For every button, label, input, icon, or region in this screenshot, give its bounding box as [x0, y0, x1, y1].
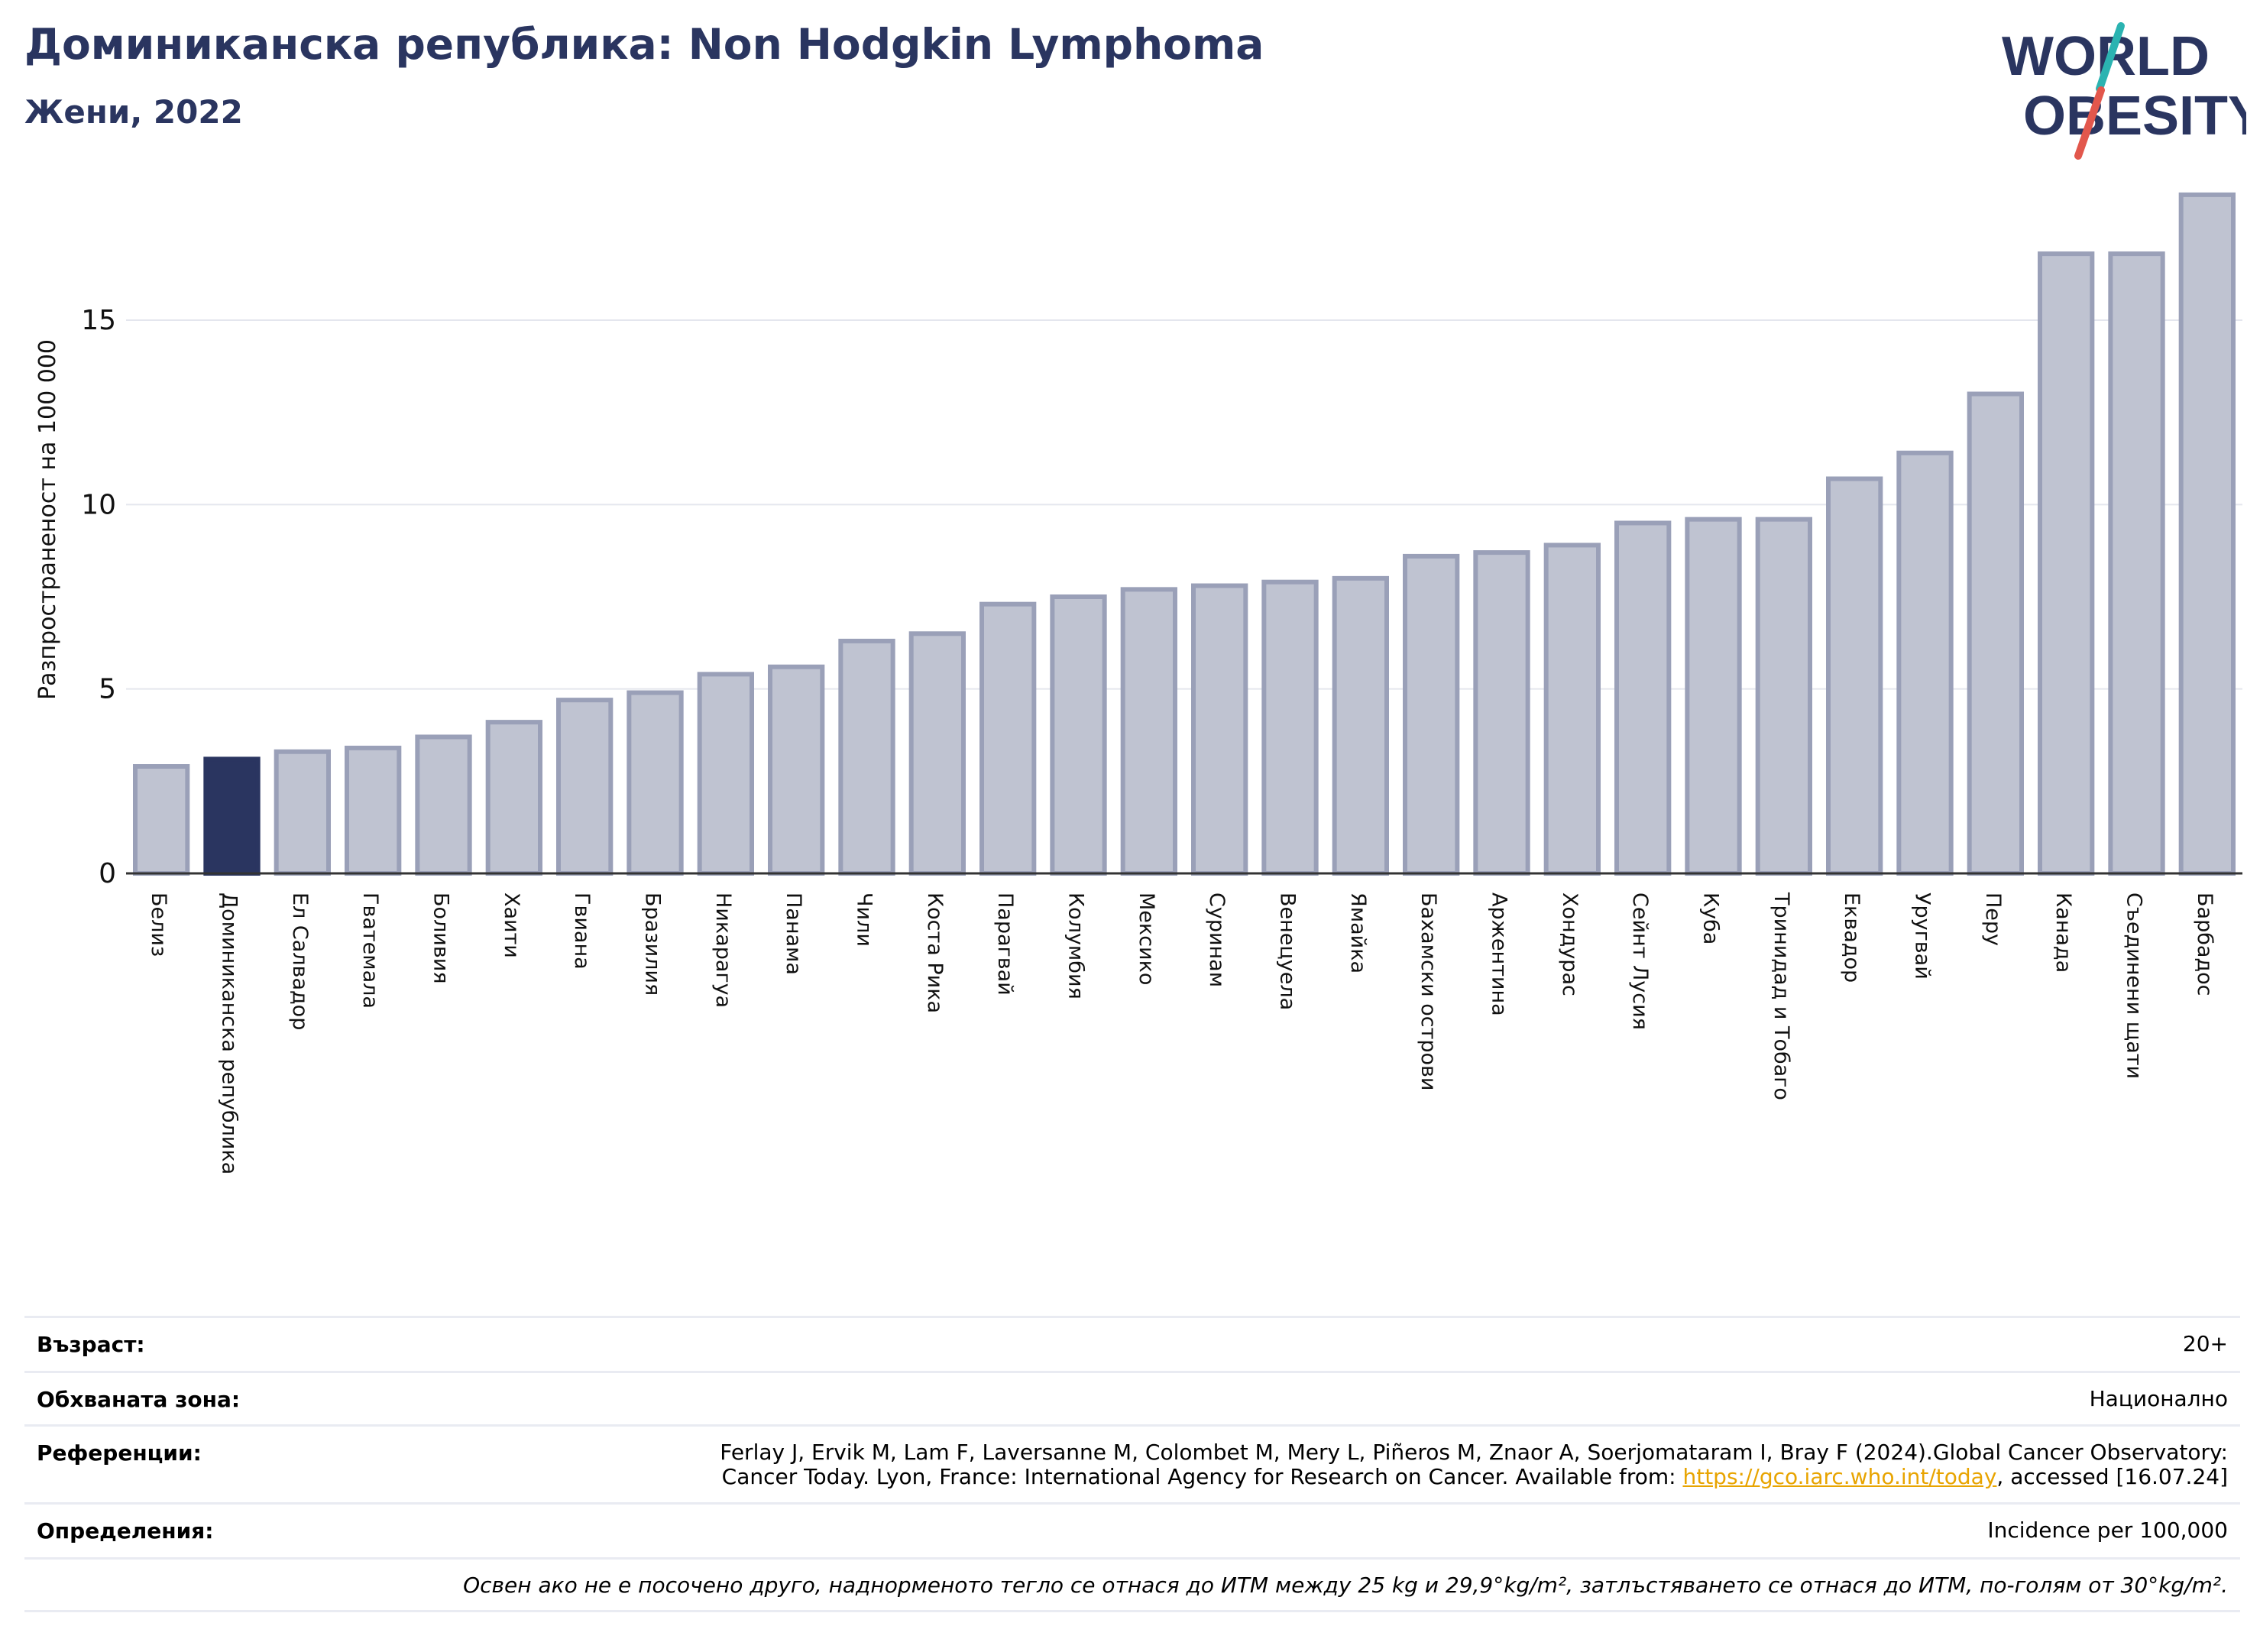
bar: [2038, 251, 2095, 876]
bar: [203, 756, 261, 876]
x-tick-label: Куба: [1699, 892, 1723, 944]
bar: [2108, 251, 2165, 876]
references-line-2-pre: Cancer Today. Lyon, France: Internationa…: [721, 1464, 1683, 1489]
x-tick-label: Гвиана: [570, 892, 594, 970]
y-tick-label: 5: [99, 674, 116, 705]
bar: [1896, 450, 1954, 876]
bar: [556, 698, 614, 876]
x-tick-label: Белиз: [147, 892, 170, 957]
bar: [1403, 553, 1460, 876]
info-row-area: Обхваната зона: Национално: [24, 1371, 2240, 1424]
bar: [627, 690, 684, 876]
x-tick-label: Хондурас: [1558, 892, 1582, 996]
definitions-label: Определения:: [37, 1518, 214, 1543]
bar: [908, 631, 966, 876]
age-value: 20+: [2182, 1331, 2228, 1356]
bar: [1543, 543, 1601, 876]
bar: [2178, 192, 2236, 876]
bar-chart: 0 5 10 15 Белиз Доминиканска република Ел Сал…: [34, 192, 2242, 1174]
x-tick-label: Съединени щати: [2122, 892, 2146, 1079]
x-tick-label: Ямайка: [1346, 892, 1370, 973]
references-line-1: Ferlay J, Ervik M, Lam F, Laversanne M, …: [720, 1440, 2228, 1465]
bar: [1755, 517, 1812, 876]
bar: [485, 720, 542, 876]
x-tick-label: Гватемала: [358, 892, 382, 1009]
x-tick-label: Барбадос: [2193, 892, 2216, 996]
y-axis-label: Разпространеност на 100 000: [34, 339, 61, 700]
y-tick-label: 10: [81, 489, 116, 520]
references-value: Ferlay J, Ervik M, Lam F, Laversanne M, …: [720, 1440, 2228, 1489]
bar: [133, 764, 190, 876]
x-tick-label: Чили: [853, 892, 876, 947]
bar: [274, 749, 331, 876]
info-row-age: Възраст: 20+: [24, 1316, 2240, 1371]
x-tick-label: Суринам: [1205, 892, 1229, 987]
bar: [768, 664, 825, 876]
x-tick-label: Коста Рика: [923, 892, 947, 1013]
x-tick-label: Аржентина: [1488, 892, 1511, 1016]
chart-title: Доминиканска република: Non Hodgkin Lymp…: [24, 20, 1264, 69]
x-tick-label: Боливия: [429, 892, 453, 984]
x-tick-label: Доминиканска република: [218, 892, 241, 1174]
x-tick-label: Венецуела: [1276, 892, 1300, 1010]
age-label: Възраст:: [37, 1332, 145, 1357]
definitions-value: Incidence per 100,000: [1987, 1518, 2228, 1543]
bar: [1191, 583, 1248, 876]
bar: [1120, 587, 1177, 876]
info-row-references: Референции: Ferlay J, Ervik M, Lam F, La…: [24, 1424, 2240, 1502]
category-labels: Белиз Доминиканска република Ел Салвадор Гв…: [147, 892, 2216, 1174]
logo-slash-teal: [2096, 22, 2125, 92]
info-row-definitions: Определения: Incidence per 100,000: [24, 1502, 2240, 1557]
logo-slash-red: [2074, 86, 2105, 160]
bars: [133, 192, 2236, 876]
bar: [1685, 517, 1742, 876]
x-tick-label: Еквадор: [1840, 892, 1863, 983]
grid-lines: [126, 319, 2242, 690]
bar: [1826, 476, 1883, 876]
bar: [697, 672, 754, 876]
x-tick-label: Панама: [782, 892, 805, 975]
x-tick-label: Тринидад и Тобаго: [1769, 892, 1793, 1100]
references-link[interactable]: https://gco.iarc.who.int/today: [1682, 1464, 1997, 1489]
x-tick-label: Бразилия: [641, 892, 665, 996]
x-tick-label: Сейнт Лусия: [1628, 892, 1652, 1030]
x-tick-label: Мексико: [1135, 892, 1158, 985]
x-tick-label: Никарагуа: [711, 892, 735, 1008]
bar: [1261, 579, 1319, 876]
x-tick-label: Уругвай: [1911, 892, 1935, 980]
x-tick-label: Перу: [1981, 892, 2005, 946]
footnote: Освен ако не е посочено друго, наднормен…: [463, 1573, 2228, 1598]
bar: [415, 734, 472, 876]
logo-text-obesity: OBESITY: [2023, 86, 2246, 147]
x-tick-label: Хаити: [500, 892, 523, 958]
info-row-note: Освен ако не е посочено друго, наднормен…: [24, 1557, 2240, 1612]
bar: [1967, 391, 2024, 876]
references-line-2-post: , accessed [16.07.24]: [1996, 1464, 2228, 1489]
world-obesity-logo: WORLD OBESITY: [2002, 22, 2246, 160]
chart-subtitle: Жени, 2022: [24, 93, 243, 131]
x-tick-label: Ел Салвадор: [288, 892, 312, 1030]
x-tick-label: Бахамски острови: [1417, 892, 1440, 1090]
bar: [838, 638, 895, 876]
references-label: Референции:: [37, 1440, 202, 1466]
area-value: Национално: [2089, 1386, 2228, 1411]
axes: 0 5 10 15: [81, 305, 2242, 889]
bar: [1473, 550, 1530, 876]
x-tick-label: Парагвай: [993, 892, 1017, 996]
bar: [979, 601, 1037, 876]
x-tick-label: Колумбия: [1064, 892, 1088, 999]
bar: [1332, 575, 1389, 876]
y-tick-label: 15: [81, 305, 116, 336]
bar: [345, 745, 402, 876]
area-label: Обхваната зона:: [37, 1387, 241, 1412]
x-tick-label: Канада: [2051, 892, 2075, 973]
y-tick-label: 0: [99, 858, 116, 889]
bar: [1050, 594, 1107, 876]
info-table: Възраст: 20+ Обхваната зона: Национално …: [24, 1316, 2240, 1612]
bar: [1614, 520, 1672, 876]
